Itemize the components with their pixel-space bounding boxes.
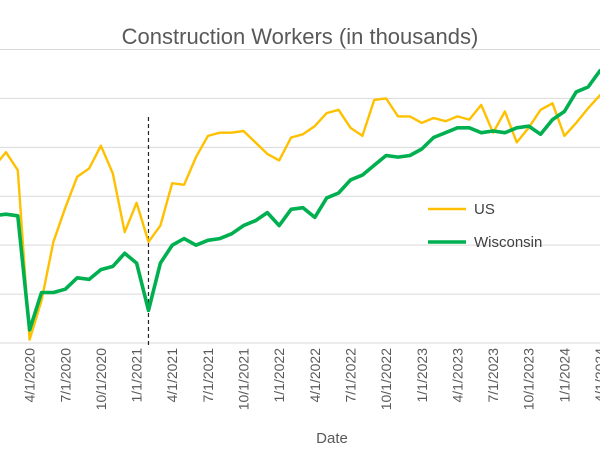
x-tick-label: 1/1/2021: [129, 348, 145, 403]
series-line-us: [0, 93, 600, 341]
x-tick-label: 1/1/2023: [414, 348, 430, 403]
x-axis-title: Date: [316, 430, 348, 447]
x-axis-tick-labels: 1/1/2020 4/1/2020 7/1/2020 10/1/2020 1/1/202…: [0, 348, 600, 411]
x-tick-label: 4/1/2024: [592, 348, 600, 403]
legend-label-us: US: [474, 201, 495, 218]
x-tick-label: 10/1/2020: [93, 348, 109, 410]
x-tick-label: 4/1/2023: [449, 348, 465, 403]
x-tick-label: 7/1/2021: [200, 348, 216, 403]
x-tick-label: 7/1/2023: [485, 348, 501, 403]
x-tick-label: 10/1/2021: [236, 348, 252, 410]
x-tick-label: 4/1/2022: [307, 348, 323, 403]
x-tick-label: 4/1/2020: [22, 348, 38, 403]
x-tick-label: 4/1/2021: [164, 348, 180, 403]
series-line-wisconsin: [0, 68, 600, 332]
legend-label-wisconsin: Wisconsin: [474, 234, 542, 251]
x-tick-label: 1/1/2020: [0, 348, 2, 403]
series-layer: [0, 68, 600, 341]
x-tick-label: 1/1/2022: [271, 348, 287, 403]
legend: US Wisconsin: [428, 201, 542, 251]
x-tick-label: 10/1/2022: [378, 348, 394, 410]
x-tick-label: 7/1/2022: [342, 348, 358, 403]
x-tick-label: 10/1/2023: [521, 348, 537, 410]
chart-title: Construction Workers (in thousands): [122, 24, 479, 49]
gridlines: [0, 49, 600, 344]
x-tick-label: 1/1/2024: [556, 348, 572, 403]
x-tick-label: 7/1/2020: [57, 348, 73, 403]
